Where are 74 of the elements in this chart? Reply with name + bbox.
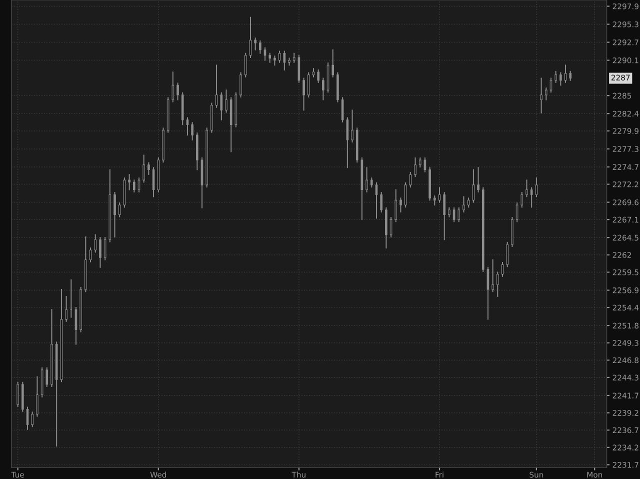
candlestick xyxy=(240,72,242,98)
candlestick xyxy=(244,52,247,78)
candlestick xyxy=(36,376,38,417)
candlestick xyxy=(298,54,300,83)
candlestick xyxy=(492,259,494,292)
candlestick xyxy=(118,202,121,218)
candlestick xyxy=(128,174,130,190)
candlestick xyxy=(114,192,116,238)
candlestick xyxy=(424,157,426,172)
candlestick xyxy=(322,78,324,100)
candlestick xyxy=(172,72,174,102)
candlestick xyxy=(458,207,460,222)
candlestick xyxy=(472,169,475,203)
candlestick xyxy=(31,412,34,428)
candlestick xyxy=(302,78,305,111)
candlestick xyxy=(268,52,272,63)
candlestick xyxy=(225,90,228,113)
candlestick xyxy=(46,367,48,387)
candlestick xyxy=(535,178,538,198)
candlestick xyxy=(530,187,533,208)
candlestick xyxy=(132,180,136,192)
candlestick xyxy=(278,50,281,63)
candlestick xyxy=(467,198,470,208)
candlestick xyxy=(380,192,382,212)
candlestick xyxy=(540,78,542,114)
candlestick xyxy=(375,182,378,219)
candlestick xyxy=(186,117,189,136)
candlestick xyxy=(443,192,446,240)
candlestick xyxy=(259,40,262,54)
candlestick xyxy=(351,110,354,142)
candlestick xyxy=(554,70,557,83)
candlestick xyxy=(16,382,19,408)
candlestick xyxy=(176,82,179,100)
candlestick xyxy=(317,69,320,83)
candlestick xyxy=(550,78,552,93)
candlestick xyxy=(452,207,456,222)
candlestick xyxy=(400,198,402,212)
candlestick xyxy=(191,122,194,140)
candlestick xyxy=(418,157,422,168)
candlestick xyxy=(569,70,572,81)
candlestick xyxy=(254,38,256,50)
candlestick xyxy=(544,87,548,100)
candlestick xyxy=(526,180,528,198)
candlestick xyxy=(307,72,310,98)
candlestick xyxy=(506,242,509,268)
candlestick xyxy=(409,172,412,188)
candlestick xyxy=(394,189,398,222)
candlestick xyxy=(220,92,223,120)
candlestick xyxy=(292,52,296,63)
candlestick xyxy=(94,234,97,253)
candlestick xyxy=(341,97,344,122)
candlestick xyxy=(434,196,436,206)
candlestick xyxy=(414,157,416,178)
candlestick xyxy=(448,207,450,218)
candlestick xyxy=(148,162,150,176)
candlestick xyxy=(274,56,276,66)
candlestick xyxy=(516,202,518,222)
candlestick xyxy=(283,50,286,70)
candlestick xyxy=(370,178,373,188)
candlestick xyxy=(89,247,92,262)
candlestick xyxy=(462,196,465,212)
candlestick xyxy=(520,192,524,208)
candlestick xyxy=(560,72,562,86)
candlestick xyxy=(104,237,106,260)
candlestick xyxy=(501,262,504,277)
candlestick xyxy=(477,167,480,192)
candlestick xyxy=(332,49,334,78)
candlestick xyxy=(99,237,102,268)
candlestick xyxy=(346,117,349,168)
candlestick xyxy=(65,296,68,322)
candlestick xyxy=(496,272,499,297)
candlestick xyxy=(404,182,407,208)
candlestick xyxy=(366,167,368,192)
candlestick xyxy=(142,154,145,183)
